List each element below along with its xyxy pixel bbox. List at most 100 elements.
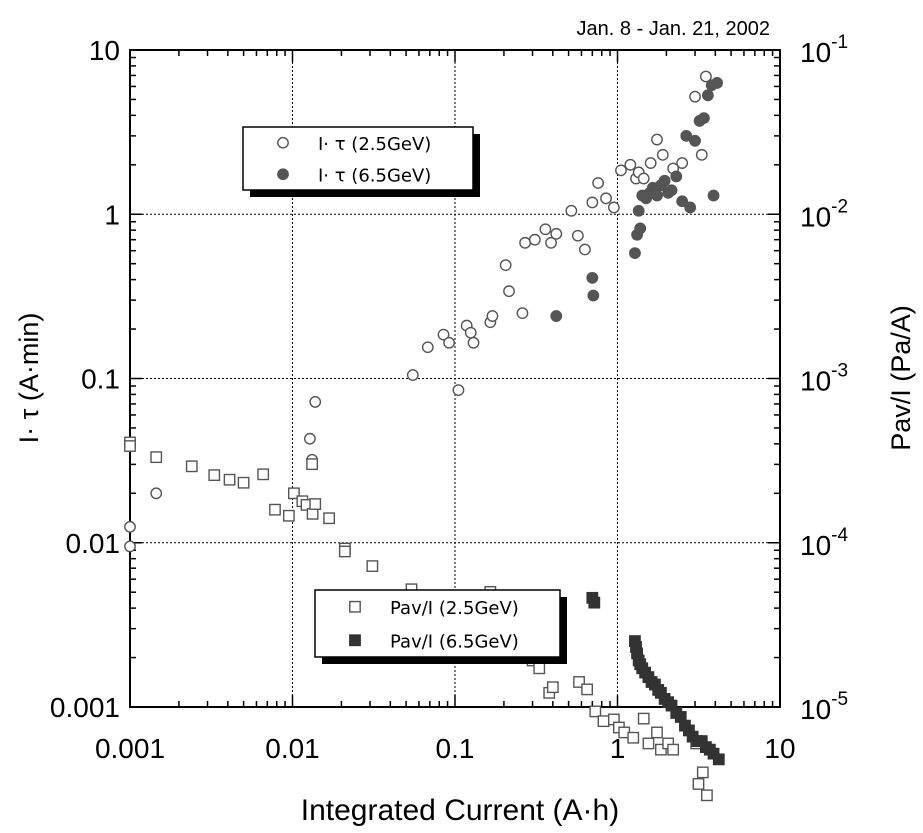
data-point bbox=[269, 503, 281, 516]
y-tick-label-left: 0.001 bbox=[50, 692, 120, 723]
data-point bbox=[257, 468, 270, 481]
tick-labels: 0.001 0.01 0.1 1 100.0010.010.111010-510-410… bbox=[50, 32, 849, 764]
series-1 bbox=[550, 77, 723, 322]
y-tick-label-right-base: 10 bbox=[800, 201, 831, 232]
data-point bbox=[629, 247, 641, 260]
data-point bbox=[287, 487, 300, 500]
data-point bbox=[695, 148, 708, 161]
data-point bbox=[627, 731, 640, 744]
data-point bbox=[546, 681, 559, 694]
x-tick-label: 0.001 bbox=[95, 733, 165, 764]
x-axis-label: Integrated Current (A·h) bbox=[301, 794, 619, 827]
data-point bbox=[644, 157, 657, 169]
data-point bbox=[692, 778, 705, 790]
data-point bbox=[642, 737, 655, 750]
data-point bbox=[533, 662, 546, 675]
y-tick-label-right-exponent: -4 bbox=[831, 525, 848, 546]
data-point bbox=[701, 789, 713, 802]
data-point bbox=[309, 498, 322, 510]
data-point bbox=[589, 705, 602, 718]
data-point bbox=[304, 432, 316, 445]
y-tick-label-left: 10 bbox=[89, 35, 120, 66]
data-point bbox=[578, 243, 591, 256]
data-point bbox=[680, 129, 693, 142]
data-point bbox=[701, 89, 714, 102]
data-point bbox=[696, 766, 709, 779]
x-tick-label: 0.01 bbox=[265, 733, 320, 764]
data-point bbox=[592, 177, 605, 189]
y-axis-label-left: I· τ (A·min) bbox=[14, 313, 44, 444]
data-point bbox=[223, 473, 236, 486]
legend-label: Pav/I (2.5GeV) bbox=[390, 598, 519, 619]
data-point bbox=[516, 307, 529, 320]
data-point bbox=[150, 451, 163, 464]
y-tick-label-right-base: 10 bbox=[800, 694, 831, 725]
data-point bbox=[452, 384, 465, 396]
data-point bbox=[697, 112, 710, 124]
data-point bbox=[282, 509, 295, 522]
data-point bbox=[237, 476, 250, 489]
data-point bbox=[676, 195, 689, 208]
data-point bbox=[124, 540, 136, 553]
data-point bbox=[651, 726, 663, 739]
y-tick-label-right-base: 10 bbox=[800, 366, 831, 397]
legend-lower-center: Pav/I (2.5GeV) Pav/I (6.5GeV) bbox=[314, 589, 567, 664]
series-0 bbox=[124, 70, 712, 553]
data-point bbox=[634, 222, 647, 235]
series-3 bbox=[586, 591, 725, 766]
y-tick-label-right-exponent: -2 bbox=[831, 196, 848, 217]
data-point bbox=[700, 70, 712, 83]
data-point bbox=[306, 458, 318, 471]
data-point bbox=[689, 134, 701, 147]
y-tick-label-left: 0.1 bbox=[81, 364, 120, 395]
data-point bbox=[586, 196, 599, 209]
date-range-annotation: Jan. 8 - Jan. 21, 2002 bbox=[577, 18, 770, 40]
x-tick-label: 10 bbox=[764, 733, 795, 764]
legend-label: I· τ (2.5GeV) bbox=[318, 134, 431, 155]
data-point bbox=[464, 326, 477, 339]
data-point bbox=[637, 712, 650, 725]
y-tick-label-left: 0.01 bbox=[66, 528, 121, 559]
legend-marker bbox=[349, 634, 361, 647]
y-tick-label-right: 10-4 bbox=[800, 525, 848, 561]
data-point bbox=[124, 520, 136, 533]
data-point bbox=[550, 227, 563, 240]
data-point bbox=[338, 545, 351, 558]
y-axis-label-right: Pav/I (Pa/A) bbox=[886, 305, 916, 451]
data-point bbox=[185, 460, 198, 473]
data-point bbox=[124, 440, 136, 452]
data-point bbox=[306, 507, 319, 520]
data-point bbox=[565, 204, 578, 217]
data-point bbox=[366, 560, 379, 572]
y-tick-label-left: 1 bbox=[104, 199, 120, 230]
y-tick-label-right: 10-5 bbox=[800, 689, 848, 725]
data-point bbox=[651, 133, 663, 146]
data-point bbox=[467, 336, 480, 349]
data-point bbox=[637, 172, 650, 185]
y-tick-label-right-exponent: -5 bbox=[831, 689, 848, 710]
y-tick-label-right-base: 10 bbox=[800, 530, 831, 561]
data-point bbox=[607, 201, 620, 214]
data-point bbox=[499, 259, 512, 272]
x-tick-label: 0.1 bbox=[436, 733, 475, 764]
data-point bbox=[443, 336, 456, 349]
data-point bbox=[545, 236, 557, 249]
legend-label: Pav/I (6.5GeV) bbox=[390, 631, 519, 652]
legend-marker bbox=[277, 136, 289, 149]
data-point bbox=[632, 204, 645, 217]
data-point bbox=[615, 164, 627, 177]
data-point bbox=[676, 157, 689, 169]
data-point bbox=[712, 753, 725, 766]
data-point bbox=[707, 189, 720, 202]
data-point bbox=[486, 310, 499, 322]
data-point bbox=[588, 596, 601, 609]
data-point bbox=[651, 189, 663, 202]
y-tick-label-right: 10-3 bbox=[800, 361, 848, 397]
data-point bbox=[624, 158, 637, 171]
data-point bbox=[406, 369, 419, 381]
data-point bbox=[528, 233, 541, 246]
data-point bbox=[573, 676, 585, 688]
data-point bbox=[581, 683, 593, 696]
